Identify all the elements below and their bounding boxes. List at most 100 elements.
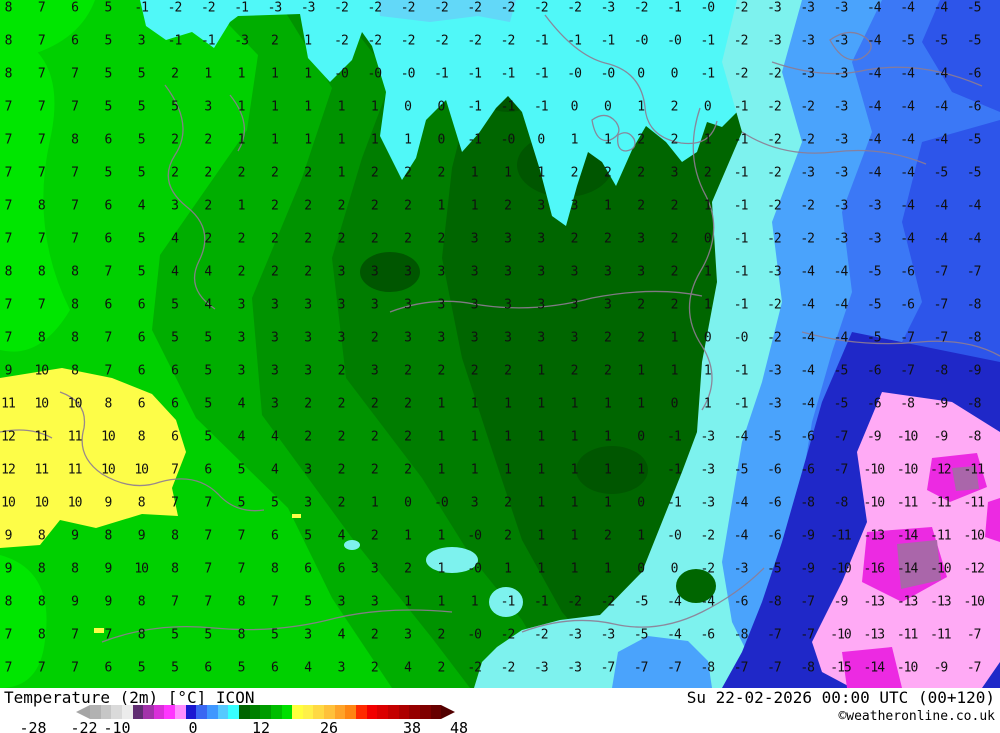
temp-value: 1: [637, 99, 645, 115]
temp-value: 8: [4, 0, 13, 16]
temp-value: 7: [4, 627, 13, 643]
temp-value: 3: [370, 363, 379, 379]
temp-value: -5: [966, 33, 982, 49]
temp-value: -7: [767, 660, 782, 676]
temp-value: 5: [304, 594, 312, 610]
temp-value: 3: [270, 297, 279, 313]
temp-value: -2: [500, 0, 516, 16]
temp-value: 1: [337, 165, 346, 181]
temp-value: 6: [104, 297, 112, 313]
temp-value: 2: [204, 132, 212, 148]
temp-value: 1: [437, 198, 445, 214]
copyright-link[interactable]: ©weatheronline.co.uk: [838, 709, 995, 724]
temp-value: -1: [533, 99, 549, 115]
temp-value: -3: [767, 396, 782, 412]
temp-value: 6: [71, 0, 79, 16]
temp-value: -2: [600, 594, 616, 610]
temp-value: 1: [637, 396, 645, 412]
legend-segment: [292, 705, 303, 719]
temp-value: 8: [104, 396, 112, 412]
temp-value: 6: [104, 198, 112, 214]
temp-value: -2: [767, 66, 782, 82]
temp-value: 8: [37, 528, 46, 544]
temp-value: 1: [437, 594, 445, 610]
temp-value: -3: [833, 231, 849, 247]
temp-value: 1: [504, 429, 512, 445]
temp-value: 2: [171, 132, 179, 148]
temp-value: -10: [896, 429, 919, 445]
temp-value: 7: [104, 627, 112, 643]
temp-value: 7: [4, 132, 13, 148]
temp-value: -9: [833, 594, 849, 610]
legend-tick-label: 48: [449, 719, 469, 733]
temp-value: -6: [800, 462, 815, 478]
temp-value: 3: [537, 297, 545, 313]
legend-segment: [175, 705, 186, 719]
temp-value: -4: [933, 132, 949, 148]
temp-value: 3: [470, 264, 479, 280]
temp-value: 1: [703, 132, 712, 148]
temp-value: 1: [437, 528, 445, 544]
temp-value: 3: [370, 561, 379, 577]
temp-value: -11: [896, 495, 919, 511]
temp-value: -7: [933, 330, 949, 346]
temp-value: -5: [733, 462, 749, 478]
temp-value: -3: [800, 0, 815, 16]
temp-value: 2: [603, 165, 612, 181]
temp-value: -0: [334, 66, 349, 82]
temp-value: -3: [833, 132, 849, 148]
temp-value: 2: [404, 231, 412, 247]
temp-value: -5: [866, 330, 882, 346]
temp-value: 1: [537, 429, 545, 445]
temp-value: -7: [800, 594, 815, 610]
temp-value: 2: [437, 660, 445, 676]
temp-value: 1: [370, 495, 379, 511]
temp-value: -14: [896, 528, 919, 544]
temp-value: 7: [37, 66, 46, 82]
temp-value: 3: [437, 264, 445, 280]
temp-value: -2: [367, 0, 382, 16]
temp-value: 2: [703, 165, 712, 181]
temp-value: 8: [37, 264, 46, 280]
temp-value: -14: [896, 561, 919, 577]
temp-value: -3: [267, 0, 283, 16]
legend-segment: [366, 705, 378, 719]
temp-value: -2: [567, 594, 582, 610]
legend-arrow-right: [441, 705, 455, 719]
temp-value: 7: [71, 99, 79, 115]
legend-segment: [281, 705, 293, 719]
legend-tick-label: -28: [19, 719, 47, 733]
temp-value: 7: [37, 132, 46, 148]
temp-value: 5: [104, 66, 112, 82]
temp-value: 2: [304, 231, 312, 247]
temp-value: -8: [966, 396, 982, 412]
legend-segment: [143, 705, 154, 719]
temp-value: 5: [137, 132, 146, 148]
temp-value: -3: [600, 0, 616, 16]
temp-value: -4: [700, 594, 715, 610]
temp-value: 0: [603, 99, 612, 115]
temp-value: 1: [237, 66, 246, 82]
temp-value: -1: [567, 33, 582, 49]
temp-value: 2: [670, 198, 679, 214]
temp-value: 3: [603, 297, 612, 313]
temp-value: -2: [434, 0, 449, 16]
temp-value: -15: [830, 660, 852, 676]
temp-value: -7: [966, 660, 982, 676]
temp-value: 1: [404, 132, 412, 148]
legend-segment: [419, 705, 431, 719]
temp-value: -3: [767, 264, 782, 280]
temp-value: -13: [863, 627, 886, 643]
temp-value: -7: [600, 660, 616, 676]
temp-value: -8: [966, 330, 982, 346]
temp-value: -12: [963, 561, 985, 577]
temp-value: -6: [900, 264, 915, 280]
temp-value: 8: [237, 627, 246, 643]
temp-value: 1: [537, 495, 545, 511]
temp-value: 1: [270, 132, 279, 148]
temp-value: 4: [137, 198, 146, 214]
temp-value: 10: [67, 396, 83, 412]
temp-value: -4: [733, 528, 749, 544]
temp-value: 11: [34, 462, 49, 478]
temp-value: -10: [963, 528, 985, 544]
